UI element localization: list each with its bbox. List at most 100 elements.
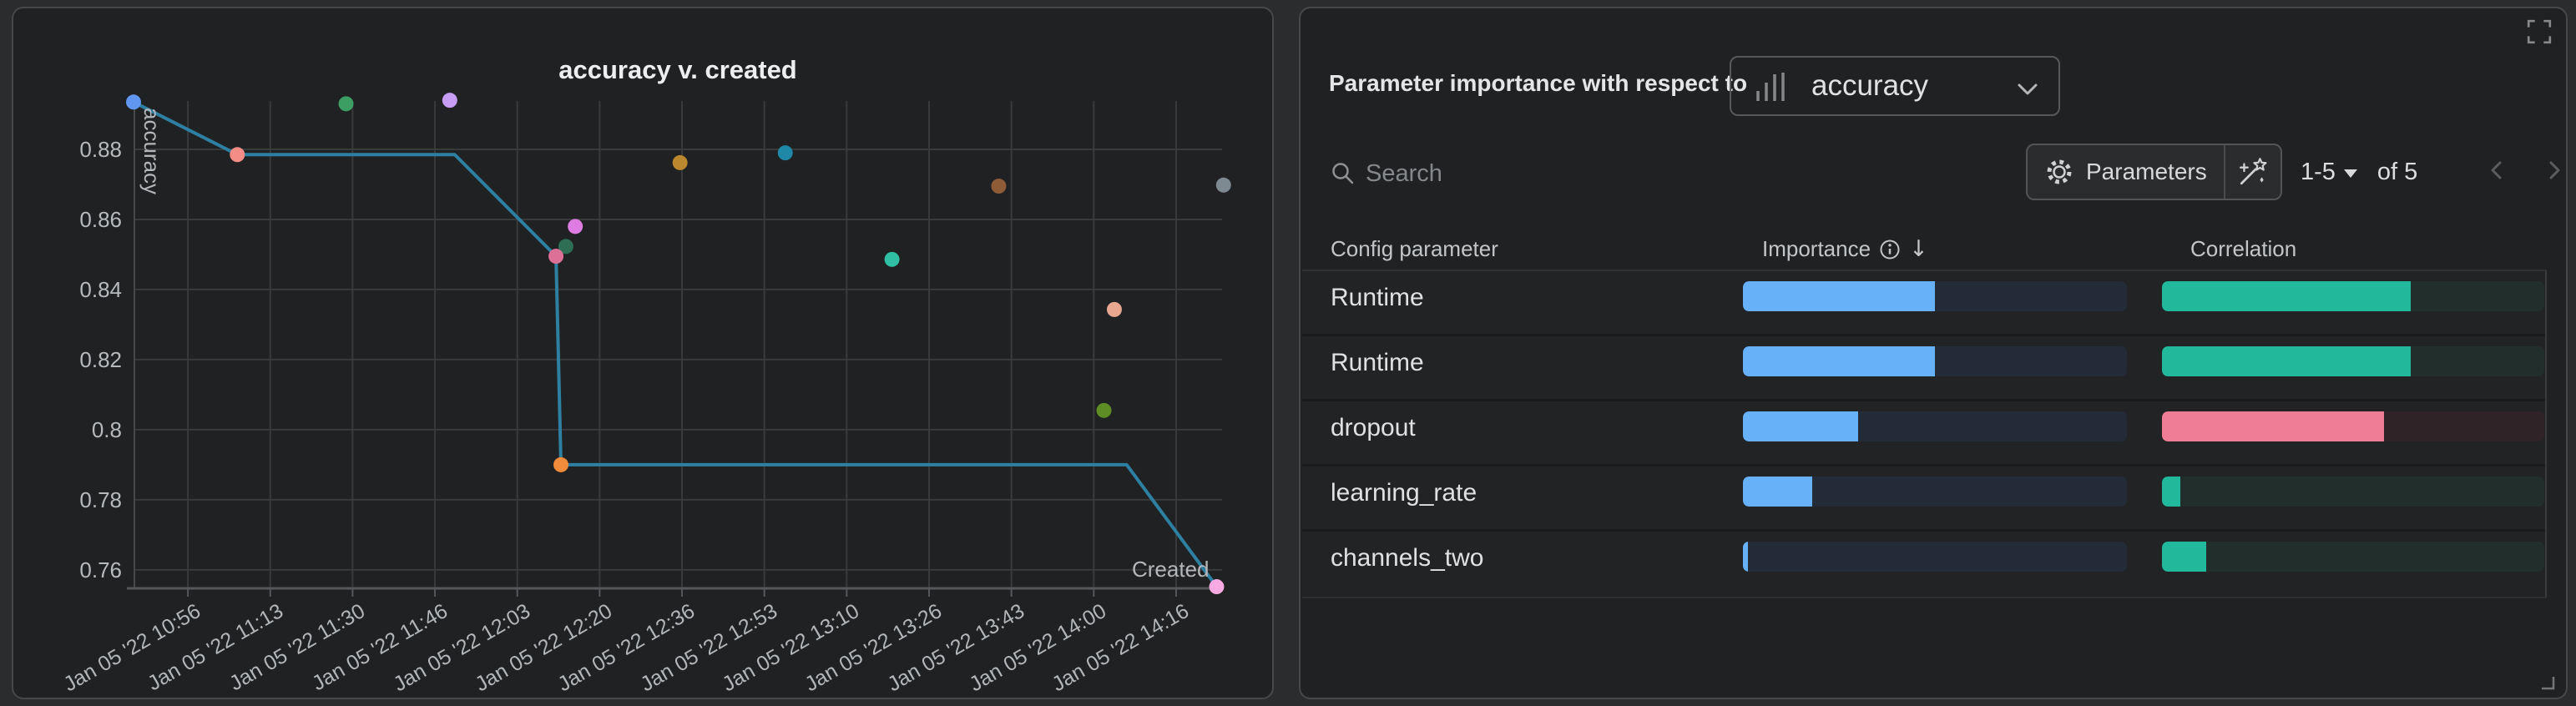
correlation-bar-fill: [2162, 281, 2411, 311]
config-parameter-name: Runtime: [1331, 349, 1424, 376]
metric-selector-dropdown[interactable]: accuracy: [1730, 56, 2060, 116]
data-point[interactable]: [991, 179, 1007, 194]
importance-bar-fill: [1743, 477, 1812, 507]
config-parameter-name: Runtime: [1331, 284, 1424, 311]
data-point[interactable]: [126, 94, 141, 110]
parameters-button-group: Parameters: [2026, 144, 2282, 200]
y-tick-label: 0.76: [79, 557, 122, 582]
table-row[interactable]: dropout: [1302, 401, 2547, 466]
run-history-line: [132, 100, 1219, 589]
x-axis-label: Created: [1132, 557, 1210, 582]
data-point[interactable]: [338, 96, 354, 112]
fullscreen-button[interactable]: [2526, 18, 2553, 45]
importance-bar-fill: [1743, 411, 1858, 441]
x-tick-label: Jan 05 '22 12:20: [471, 599, 617, 697]
next-page-button[interactable]: [2542, 159, 2565, 186]
search-input[interactable]: [1366, 159, 1716, 188]
x-tick-label: Jan 05 '22 12:03: [389, 599, 534, 697]
config-parameter-name: dropout: [1331, 414, 1416, 441]
parameters-button[interactable]: Parameters: [2028, 145, 2224, 199]
importance-panel: Parameter importance with respect to acc…: [1299, 7, 2568, 699]
data-point[interactable]: [672, 154, 688, 170]
header-separator: [1302, 270, 2547, 271]
x-tick-label: Jan 05 '22 13:10: [718, 599, 864, 697]
gear-icon: [2047, 159, 2072, 184]
magic-wand-icon: [2239, 158, 2267, 185]
config-parameter-name: learning_rate: [1331, 479, 1477, 507]
correlation-bar: [2162, 477, 2544, 507]
x-tick-label: Jan 05 '22 10:56: [59, 599, 205, 697]
importance-bar-fill: [1743, 346, 1935, 376]
y-tick-label: 0.84: [79, 276, 122, 302]
x-tick-label: Jan 05 '22 13:26: [801, 599, 946, 697]
previous-page-button[interactable]: [2486, 159, 2509, 186]
importance-bar: [1743, 346, 2127, 376]
column-header-importance[interactable]: Importance ↓: [1762, 236, 1928, 262]
x-tick-label: Jan 05 '22 11:30: [225, 599, 370, 696]
button-group-divider: [2223, 145, 2225, 199]
magic-wand-button[interactable]: [2225, 145, 2281, 199]
metric-selector-value: accuracy: [1811, 69, 1929, 102]
data-point[interactable]: [568, 219, 583, 234]
importance-bar-fill: [1743, 281, 1935, 311]
resize-handle-icon[interactable]: [2538, 673, 2556, 691]
search-icon: [1332, 163, 1354, 184]
config-parameter-name: channels_two: [1331, 544, 1484, 572]
correlation-bar-fill: [2162, 346, 2411, 376]
x-tick-label: Jan 05 '22 11:46: [308, 599, 452, 696]
data-point[interactable]: [553, 456, 569, 472]
x-tick-label: Jan 05 '22 12:53: [636, 599, 781, 697]
y-tick-label: 0.78: [79, 487, 122, 512]
info-icon[interactable]: [1879, 239, 1901, 260]
pagination-range[interactable]: 1-5: [2301, 158, 2336, 185]
table-right-border: [2545, 271, 2547, 597]
chevron-left-icon: [2491, 161, 2502, 179]
column-header-correlation[interactable]: Correlation: [2190, 236, 2297, 261]
column-header-config-parameter[interactable]: Config parameter: [1331, 236, 1498, 261]
search-bar: [1331, 152, 1716, 195]
table-header-row: Config parameter Importance ↓ Correlatio…: [1301, 236, 2547, 270]
bar-chart-icon: [1756, 73, 1785, 101]
chevron-right-icon: [2549, 161, 2560, 179]
pagination-caret-icon[interactable]: [2343, 169, 2357, 178]
data-point[interactable]: [548, 249, 564, 265]
data-point[interactable]: [884, 251, 900, 267]
x-tick-label: Jan 05 '22 14:16: [1048, 599, 1193, 697]
table-row[interactable]: channels_two: [1302, 532, 2547, 597]
parameters-button-label: Parameters: [2086, 159, 2207, 184]
x-tick-label: Jan 05 '22 13:43: [883, 599, 1028, 697]
data-point[interactable]: [1096, 402, 1112, 418]
data-point[interactable]: [230, 147, 245, 163]
y-axis-label: accuracy: [139, 108, 164, 195]
correlation-bar: [2162, 281, 2544, 311]
correlation-bar: [2162, 346, 2544, 376]
parameter-table: Runtime Runtime dropout learning_rate ch…: [1302, 271, 2547, 597]
data-point[interactable]: [1209, 579, 1225, 595]
table-row[interactable]: Runtime: [1302, 336, 2547, 401]
data-point[interactable]: [777, 145, 793, 161]
correlation-bar: [2162, 411, 2544, 441]
y-tick-label: 0.86: [79, 206, 122, 232]
y-tick-label: 0.8: [91, 416, 122, 442]
table-row[interactable]: learning_rate: [1302, 466, 2547, 532]
panel-title: Parameter importance with respect to: [1329, 70, 1748, 96]
chevron-down-icon: [2018, 83, 2038, 95]
table-bottom-border: [1302, 597, 2547, 598]
importance-bar: [1743, 281, 2127, 311]
y-tick-label: 0.88: [79, 136, 122, 162]
data-point[interactable]: [442, 93, 457, 108]
chart-plot-area[interactable]: accuracy Created Jan 05 '22 10:56 Jan 05 …: [60, 93, 1231, 696]
importance-bar: [1743, 411, 2127, 441]
importance-bar-fill: [1743, 542, 1748, 572]
chart-panel: accuracy v. created accuracy Created Jan…: [12, 7, 1274, 699]
correlation-bar-fill: [2162, 411, 2384, 441]
data-point[interactable]: [558, 239, 573, 255]
sort-descending-icon[interactable]: ↓: [1909, 236, 1928, 262]
correlation-bar-fill: [2162, 477, 2180, 507]
x-tick-label: Jan 05 '22 14:00: [965, 599, 1111, 697]
data-point[interactable]: [1215, 177, 1231, 193]
data-point[interactable]: [1106, 301, 1122, 317]
importance-bar: [1743, 477, 2127, 507]
table-row[interactable]: Runtime: [1302, 271, 2547, 336]
chart-title: accuracy v. created: [558, 55, 797, 84]
